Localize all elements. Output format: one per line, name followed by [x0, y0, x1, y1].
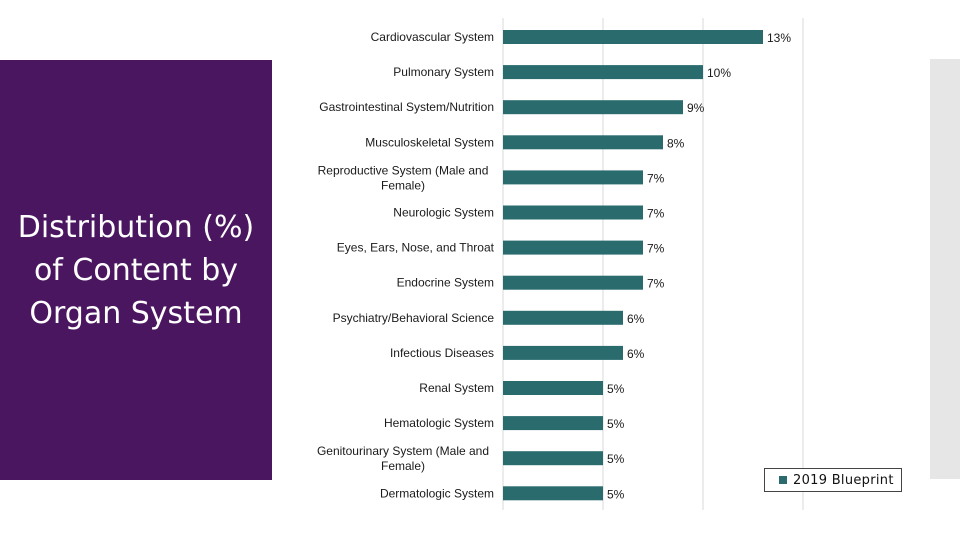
category-label: Neurologic System — [393, 206, 494, 220]
bar — [503, 416, 603, 431]
legend-swatch — [779, 476, 787, 484]
data-label: 7% — [647, 171, 665, 185]
data-label: 5% — [607, 382, 625, 396]
data-label: 7% — [647, 277, 665, 291]
bars — [503, 30, 763, 501]
legend-label: 2019 Blueprint — [793, 472, 894, 488]
data-label: 5% — [607, 487, 625, 501]
data-label: 9% — [687, 101, 705, 115]
category-label: Pulmonary System — [393, 65, 494, 79]
side-decoration-bar — [930, 59, 960, 479]
category-label: Eyes, Ears, Nose, and Throat — [337, 241, 495, 255]
category-label-line: Female) — [381, 459, 425, 473]
data-label: 6% — [627, 347, 645, 361]
category-label: Musculoskeletal System — [365, 135, 494, 149]
data-label: 13% — [767, 31, 791, 45]
category-label: Psychiatry/Behavioral Science — [333, 311, 495, 325]
category-label: Infectious Diseases — [390, 346, 494, 360]
category-label: Reproductive System (Male and Female) — [318, 163, 489, 192]
data-label: 8% — [667, 136, 685, 150]
category-label: Dermatologic System — [380, 486, 494, 500]
bar — [503, 205, 643, 220]
value-labels: 13% 10% 9% 8% 7% 7% 7% 7% 6% 6% 5% 5% 5% 5% — [607, 31, 791, 501]
category-label: Cardiovascular System — [371, 30, 494, 44]
legend: 2019 Blueprint — [764, 468, 902, 492]
slide-title: Distribution (%) of Content by Organ Sys… — [17, 209, 255, 331]
bar — [503, 381, 603, 395]
title-panel: Distribution (%) of Content by Organ Sys… — [0, 60, 272, 480]
data-label: 10% — [707, 66, 731, 80]
bar — [503, 100, 683, 115]
bar — [503, 486, 603, 501]
bar — [503, 65, 703, 80]
data-label: 5% — [607, 452, 625, 466]
gridlines — [502, 18, 804, 510]
bar — [503, 451, 603, 466]
category-label: Endocrine System — [397, 276, 494, 290]
data-label: 7% — [647, 242, 665, 256]
bar — [503, 30, 763, 44]
bar — [503, 275, 643, 290]
category-label-line: Female) — [381, 178, 425, 192]
category-label-line: Genitourinary System (Male and — [317, 444, 489, 458]
bar — [503, 345, 623, 360]
category-label: Genitourinary System (Male and Female) — [317, 444, 489, 473]
bar — [503, 135, 663, 150]
data-label: 5% — [607, 417, 625, 431]
category-label: Renal System — [419, 381, 494, 395]
category-labels: Cardiovascular System Pulmonary System Gas… — [317, 30, 495, 500]
category-label: Gastrointestinal System/Nutrition — [319, 100, 494, 114]
bar — [503, 310, 623, 325]
category-label-line: Reproductive System (Male and — [318, 163, 489, 177]
category-label: Hematologic System — [384, 416, 494, 430]
bar — [503, 240, 643, 255]
bar — [503, 170, 643, 185]
data-label: 7% — [647, 207, 665, 221]
data-label: 6% — [627, 312, 645, 326]
